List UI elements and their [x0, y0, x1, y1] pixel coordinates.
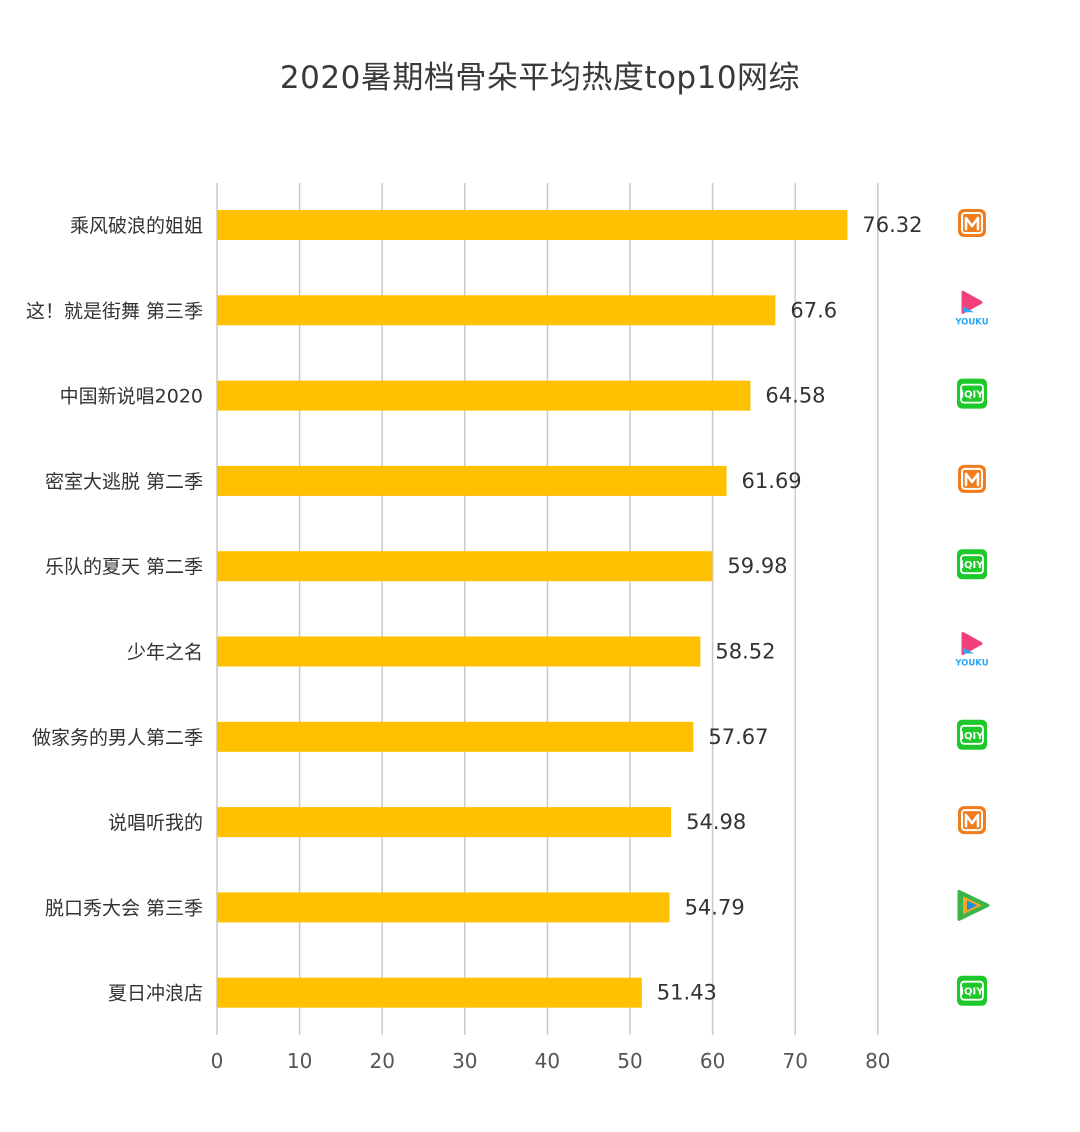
iqiyi-icon: iQIY: [957, 378, 987, 409]
x-tick-label: 10: [287, 1049, 312, 1073]
bar: [217, 807, 672, 838]
label-layer: 乘风破浪的姐姐 76.32 这！就是街舞 第三季 67.6 中国新说唱2020 64.58…: [26, 213, 923, 1005]
tencent-video-icon: [957, 889, 990, 921]
value-label: 76.32: [862, 213, 922, 237]
mango-tv-icon-frame: [961, 467, 983, 490]
value-label: 67.6: [790, 298, 837, 322]
bar: [217, 210, 848, 240]
youku-icon: YOUKU: [954, 290, 989, 327]
x-tick-label: 20: [369, 1049, 394, 1073]
iqiyi-icon: iQIY: [957, 549, 987, 580]
mango-tv-icon-frame: [961, 212, 983, 234]
value-label: 54.79: [685, 895, 745, 919]
value-label: 59.98: [727, 554, 787, 578]
iqiyi-icon-frame: [960, 554, 984, 575]
youku-icon-play-accent: [963, 306, 974, 313]
category-label: 密室大逃脱 第二季: [45, 471, 203, 493]
iqiyi-icon-frame: [960, 980, 984, 1001]
value-label: 57.67: [708, 725, 768, 749]
platform-icons: YOUKU iQIY iQIY YOUKU iQIY iQIY: [954, 209, 990, 1006]
bar: [217, 380, 751, 411]
mango-tv-icon: [958, 209, 986, 237]
youku-icon-play: [961, 632, 983, 655]
iqiyi-icon-text: iQIY: [961, 731, 985, 742]
iqiyi-icon-bg: [957, 719, 987, 750]
tencent-video-icon-inner: [967, 900, 977, 911]
value-label: 54.98: [686, 810, 746, 834]
bar: [217, 551, 713, 582]
mango-tv-icon-m: [964, 216, 980, 231]
x-tick-label: 30: [452, 1049, 477, 1073]
iqiyi-icon-text: iQIY: [961, 560, 985, 571]
value-label: 51.43: [657, 981, 717, 1005]
bar: [217, 977, 642, 1008]
value-label: 58.52: [715, 640, 775, 664]
category-label: 乘风破浪的姐姐: [70, 215, 203, 237]
category-label: 中国新说唱2020: [60, 386, 203, 408]
x-tick-label: 0: [211, 1049, 224, 1073]
youku-icon-play: [961, 290, 983, 314]
category-label: 乐队的夏天 第二季: [45, 556, 203, 578]
value-label: 61.69: [742, 469, 802, 493]
bar: [217, 636, 701, 667]
mango-tv-icon-bg: [958, 209, 986, 237]
iqiyi-icon-frame: [960, 724, 984, 745]
x-tick-label: 50: [617, 1049, 642, 1073]
category-label: 做家务的男人第二季: [32, 727, 203, 749]
mango-tv-icon-m: [964, 472, 980, 487]
mango-tv-icon-frame: [961, 809, 983, 832]
category-label: 说唱听我的: [108, 812, 203, 834]
iqiyi-icon-bg: [957, 549, 987, 580]
x-tick-label: 70: [782, 1049, 807, 1073]
bar: [217, 465, 727, 496]
x-axis-ticks: 0 10 20 30 40 50 60 70 80: [211, 1049, 891, 1073]
mango-tv-icon: [958, 806, 986, 835]
bar: [217, 892, 670, 923]
iqiyi-icon-bg: [957, 975, 987, 1006]
bar: [217, 295, 776, 326]
category-label: 夏日冲浪店: [108, 983, 203, 1005]
x-tick-label: 80: [865, 1049, 890, 1073]
x-tick-label: 40: [535, 1049, 560, 1073]
youku-icon: YOUKU: [954, 632, 989, 669]
mango-tv-icon-bg: [958, 806, 986, 835]
x-tick-label: 60: [700, 1049, 725, 1073]
category-label: 脱口秀大会 第三季: [45, 897, 203, 919]
mango-tv-icon: [958, 464, 986, 493]
iqiyi-icon-frame: [960, 383, 984, 404]
iqiyi-icon-text: iQIY: [961, 390, 985, 401]
iqiyi-icon: iQIY: [957, 719, 987, 750]
bar: [217, 721, 694, 752]
category-label: 少年之名: [127, 642, 203, 664]
mango-tv-icon-m: [964, 813, 980, 828]
iqiyi-icon: iQIY: [957, 975, 987, 1006]
bar-layer: [217, 210, 848, 1008]
category-label: 这！就是街舞 第三季: [26, 300, 203, 322]
mango-tv-icon-bg: [958, 464, 986, 493]
chart-title: 2020暑期档骨朵平均热度top10网综: [279, 60, 801, 96]
iqiyi-icon-bg: [957, 378, 987, 409]
iqiyi-icon-text: iQIY: [961, 987, 985, 998]
youku-icon-play-accent: [963, 647, 974, 654]
youku-icon-text: YOUKU: [954, 317, 988, 327]
youku-icon-text: YOUKU: [954, 659, 988, 669]
value-label: 64.58: [765, 384, 825, 408]
